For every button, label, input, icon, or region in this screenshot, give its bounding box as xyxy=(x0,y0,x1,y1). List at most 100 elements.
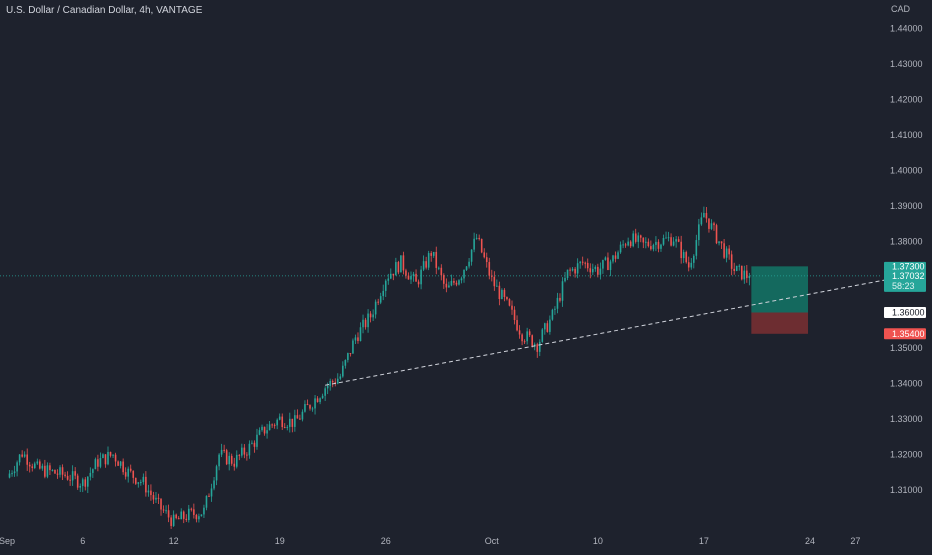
candle-body xyxy=(319,398,321,403)
chart-title: U.S. Dollar / Canadian Dollar, 4h, VANTA… xyxy=(6,5,203,16)
candle-body xyxy=(182,511,185,519)
candle-body xyxy=(655,241,657,245)
time-tick-label: Oct xyxy=(485,536,500,546)
candle-body xyxy=(473,238,475,250)
candle-body xyxy=(665,237,667,239)
candle-body xyxy=(390,273,392,279)
candle-body xyxy=(251,442,253,444)
candle-body xyxy=(258,430,261,435)
candle-body xyxy=(235,454,238,467)
candle-body xyxy=(263,426,266,434)
candle-body xyxy=(304,404,306,412)
price-axis-currency: CAD xyxy=(891,4,911,14)
candle-body xyxy=(581,261,584,263)
candle-body xyxy=(440,267,443,276)
candle-body xyxy=(680,241,682,259)
candle-body xyxy=(430,253,432,256)
candle-body xyxy=(501,289,503,300)
candle-body xyxy=(74,471,76,476)
candle-body xyxy=(167,510,170,518)
price-tick-label: 1.35000 xyxy=(890,343,923,353)
target-zone[interactable] xyxy=(751,266,808,313)
candle-body xyxy=(586,262,589,269)
time-tick-label: 26 xyxy=(381,536,391,546)
candle-body xyxy=(384,280,387,291)
candle-body xyxy=(41,465,44,469)
candle-body xyxy=(134,477,137,484)
candle-body xyxy=(493,276,496,287)
candle-body xyxy=(639,235,642,238)
candle-body xyxy=(339,376,342,379)
candle-body xyxy=(614,255,617,259)
candle-body xyxy=(367,313,369,328)
candle-body xyxy=(645,241,647,243)
candle-body xyxy=(435,251,438,268)
time-tick-label: 19 xyxy=(275,536,285,546)
candle-body xyxy=(246,454,248,456)
candle-body xyxy=(200,514,203,517)
candle-body xyxy=(306,404,309,406)
candle-body xyxy=(81,479,84,486)
candle-body xyxy=(92,469,94,473)
candle-body xyxy=(8,473,11,478)
candle-body xyxy=(523,341,526,343)
candle-body xyxy=(79,485,82,488)
candle-body xyxy=(647,241,650,247)
candle-body xyxy=(49,465,51,471)
candle-body xyxy=(147,490,150,493)
candle-body xyxy=(71,471,74,481)
candle-body xyxy=(604,257,607,260)
candle-body xyxy=(589,268,592,273)
candle-body xyxy=(160,498,162,510)
candle-body xyxy=(122,461,124,473)
candle-body xyxy=(544,323,546,330)
candle-body xyxy=(485,257,488,263)
candle-body xyxy=(642,237,645,243)
candle-body xyxy=(281,416,284,428)
candle-body xyxy=(124,472,127,477)
candle-body xyxy=(715,225,718,244)
candle-body xyxy=(119,461,122,466)
candle-body xyxy=(309,405,311,409)
candle-body xyxy=(283,427,286,429)
candle-body xyxy=(362,319,364,328)
candle-body xyxy=(26,454,28,465)
candle-body xyxy=(437,267,440,269)
candle-body xyxy=(574,268,576,274)
candle-body xyxy=(87,476,89,487)
candle-body xyxy=(513,309,516,321)
candle-body xyxy=(698,224,700,241)
candle-body xyxy=(218,454,220,467)
candle-body xyxy=(344,359,347,366)
candle-body xyxy=(152,495,155,500)
stop-zone[interactable] xyxy=(751,312,808,334)
candle-body xyxy=(155,497,157,500)
candle-body xyxy=(203,507,205,515)
candle-body xyxy=(400,255,402,273)
candle-body xyxy=(23,454,26,457)
candle-body xyxy=(549,319,551,332)
candle-body xyxy=(705,212,708,219)
candle-body xyxy=(662,237,665,245)
candle-body xyxy=(190,508,193,510)
trendline[interactable] xyxy=(325,276,901,386)
candle-body xyxy=(470,249,473,262)
candle-body xyxy=(16,462,18,472)
candle-body xyxy=(528,331,531,336)
candle-body xyxy=(97,459,99,467)
price-tick-label: 1.44000 xyxy=(890,24,923,34)
candle-body xyxy=(107,451,109,465)
candle-body xyxy=(634,233,637,242)
candle-body xyxy=(738,265,741,267)
candle-body xyxy=(622,244,624,246)
candle-body xyxy=(172,514,175,526)
candle-body xyxy=(685,252,688,263)
candle-body xyxy=(660,244,662,249)
candle-body xyxy=(670,237,672,246)
candle-body xyxy=(51,469,54,471)
candle-body xyxy=(268,424,271,431)
candle-body xyxy=(215,466,218,481)
candle-body xyxy=(253,442,256,447)
